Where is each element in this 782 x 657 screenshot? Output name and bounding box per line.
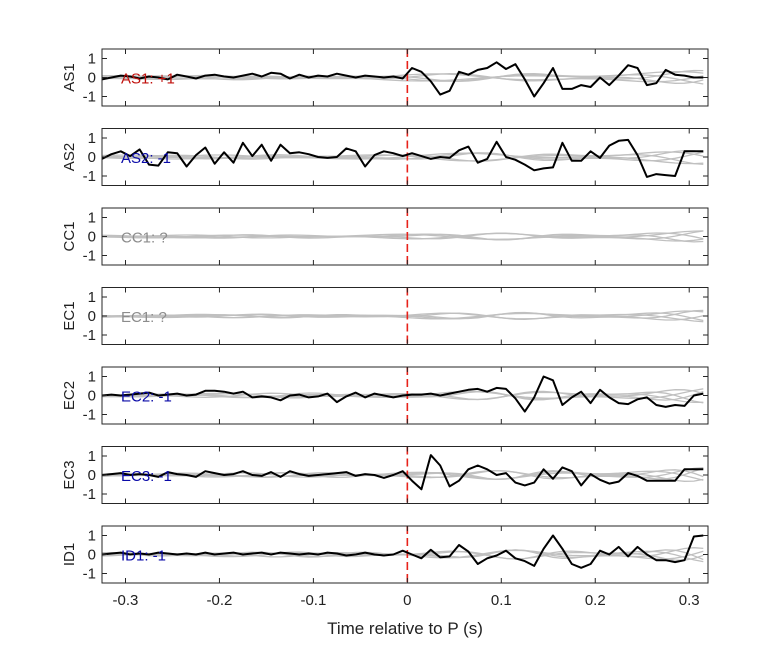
station-label: AS1	[61, 63, 78, 91]
polarity-annotation: AS1: +1	[121, 71, 175, 88]
polarity-trace	[102, 534, 704, 569]
y-tick-label: 1	[88, 51, 96, 68]
panels-group: 1 0 -1 AS1 AS1: +1 1 0 -1 AS2 AS2: -1 1 0 -1 CC1 CC1: …	[61, 48, 709, 584]
y-tick-label: -1	[83, 168, 96, 185]
station-label: EC1	[61, 301, 78, 330]
reference-trace	[102, 549, 704, 561]
polarity-trace	[102, 454, 704, 491]
station-label: CC1	[61, 221, 78, 251]
x-tick-label: -0.2	[207, 592, 233, 609]
y-tick-label: 1	[88, 369, 96, 386]
y-tick-label: 0	[88, 467, 96, 484]
reference-trace	[102, 309, 704, 320]
reference-trace	[102, 233, 704, 243]
y-tick-label: -1	[83, 566, 96, 583]
x-tick-label: 0.2	[585, 592, 606, 609]
y-tick-label: -1	[83, 89, 96, 106]
panel-ec1: 1 0 -1 EC1 EC1: ?	[61, 287, 709, 345]
x-tick-label: 0.3	[679, 592, 700, 609]
x-axis: -0.3 -0.2 -0.1 0 0.1 0.2 0.3	[113, 592, 700, 609]
y-tick-label: 0	[88, 547, 96, 564]
polarity-trace	[102, 61, 704, 98]
polarity-trace	[102, 138, 704, 178]
y-tick-label: 1	[88, 130, 96, 147]
reference-trace	[102, 149, 704, 162]
y-tick-label: 0	[88, 308, 96, 325]
y-tick-label: -1	[83, 407, 96, 424]
station-label: AS2	[61, 143, 78, 171]
x-axis-label: Time relative to P (s)	[327, 619, 483, 638]
panel-ec3: 1 0 -1 EC3 EC3: -1	[61, 446, 709, 504]
y-tick-label: 1	[88, 289, 96, 306]
x-tick-label: 0.1	[491, 592, 512, 609]
y-tick-label: 0	[88, 388, 96, 405]
x-tick-label: -0.1	[300, 592, 326, 609]
polarity-annotation: EC2: -1	[121, 389, 172, 406]
y-tick-label: 0	[88, 229, 96, 246]
station-label: EC2	[61, 381, 78, 410]
x-tick-label: -0.3	[113, 592, 139, 609]
y-tick-label: 1	[88, 528, 96, 545]
panel-as1: 1 0 -1 AS1 AS1: +1	[61, 48, 709, 107]
panel-id1: 1 0 -1 ID1 ID1: -1	[61, 525, 709, 584]
reference-trace	[102, 230, 704, 240]
polarity-trace	[102, 375, 704, 413]
polarity-annotation: EC3: -1	[121, 468, 172, 485]
reference-trace	[102, 467, 704, 480]
reference-trace	[102, 153, 704, 166]
y-tick-label: 0	[88, 70, 96, 87]
panel-as2: 1 0 -1 AS2 AS2: -1	[61, 128, 709, 186]
polarity-annotation: EC1: ?	[121, 309, 167, 326]
station-label: EC3	[61, 460, 78, 489]
y-tick-label: 1	[88, 210, 96, 227]
polarity-annotation: ID1: -1	[121, 548, 166, 565]
y-tick-label: -1	[83, 327, 96, 344]
y-tick-label: 1	[88, 448, 96, 465]
x-tick-label: 0	[403, 592, 411, 609]
station-label: ID1	[61, 543, 78, 566]
y-tick-label: 0	[88, 149, 96, 166]
polarity-annotation: CC1: ?	[121, 230, 168, 247]
panel-ec2: 1 0 -1 EC2 EC2: -1	[61, 366, 709, 425]
y-tick-label: -1	[83, 486, 96, 503]
panel-cc1: 1 0 -1 CC1 CC1: ?	[61, 207, 709, 266]
polarity-annotation: AS2: -1	[121, 150, 171, 167]
reference-trace	[102, 312, 704, 322]
y-tick-label: -1	[83, 248, 96, 265]
reference-trace	[102, 73, 704, 84]
reference-trace	[102, 232, 704, 242]
